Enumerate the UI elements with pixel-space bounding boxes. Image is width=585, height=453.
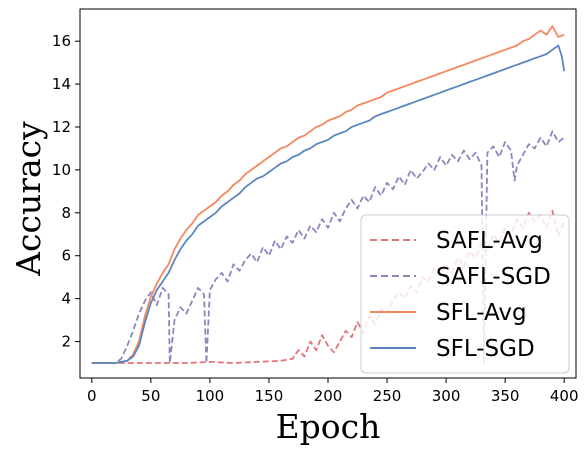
series-line-sfl-sgd: [91, 44, 566, 364]
y-tick-label: 8: [61, 204, 71, 222]
y-tick-label: 16: [52, 32, 71, 50]
x-tick-label: 300: [432, 387, 461, 405]
y-tick-label: 12: [52, 118, 71, 136]
legend-box: [360, 214, 570, 374]
x-axis-title: Epoch: [276, 407, 381, 446]
x-tick-label: 150: [255, 387, 284, 405]
y-axis-title: Accuracy: [9, 121, 48, 277]
x-tick-label: 100: [196, 387, 225, 405]
legend: SAFL-Avg SAFL-SGD SFL-Avg SFL-SGD: [360, 214, 570, 374]
y-tick-label: 2: [61, 333, 71, 351]
series-line-sfl-avg: [91, 25, 565, 364]
y-tick-label: 10: [52, 161, 71, 179]
x-tick-label: 250: [373, 387, 402, 405]
x-tick-label: 400: [550, 387, 579, 405]
legend-label: SFL-SGD: [436, 336, 535, 362]
x-tick-label: 350: [491, 387, 520, 405]
y-tick-label: 4: [61, 290, 71, 308]
legend-label: SFL-Avg: [436, 300, 527, 326]
x-tick-label: 200: [314, 387, 343, 405]
series-line-safl-sgd: [91, 130, 565, 364]
y-tick-label: 6: [61, 247, 71, 265]
x-tick-label: 50: [141, 387, 160, 405]
y-tick-label: 14: [52, 75, 71, 93]
ticks-layer: 0 50 100 150 200 250 300 350 400 2 4 6 8 10 12 14 16: [52, 32, 579, 405]
x-tick-label: 0: [87, 387, 97, 405]
legend-label: SAFL-SGD: [436, 264, 551, 290]
legend-label: SAFL-Avg: [436, 228, 543, 254]
